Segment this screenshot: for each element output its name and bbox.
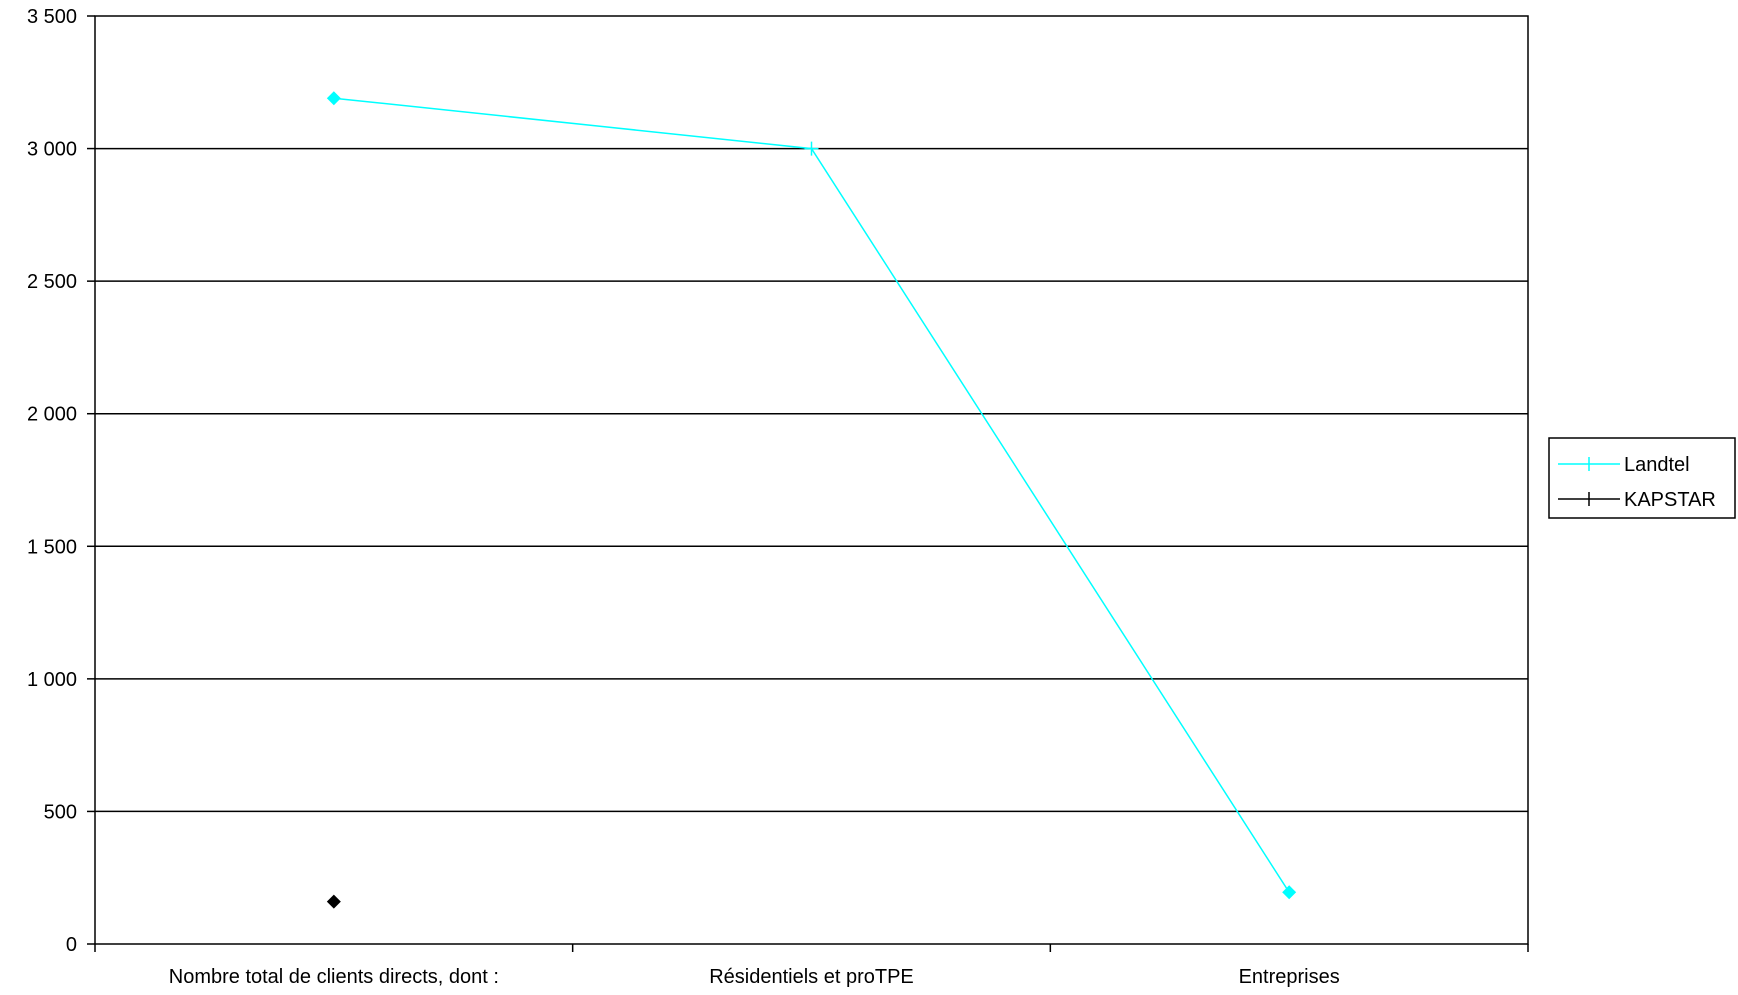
y-tick-label: 1 000 [27,669,77,691]
series-kapstar [326,894,341,909]
data-point [1282,885,1297,900]
y-axis: 0 500 1 000 1 500 2 000 2 500 3 000 3 500 [27,6,95,956]
legend-box [1548,437,1736,519]
series-group [326,91,1297,909]
x-tick-label: Nombre total de clients directs, dont : [169,966,499,988]
legend-item-kapstar: KAPSTAR [1558,489,1716,511]
x-tick-label: Résidentiels et proTPE [709,966,914,988]
plot-area [94,15,1529,945]
gridlines [95,147,1528,813]
y-tick-label: 500 [44,801,77,823]
x-axis: Nombre total de clients directs, dont : R… [94,944,1529,988]
y-tick-label: 2 500 [27,271,77,293]
data-point [326,894,341,909]
legend-label: Landtel [1624,454,1690,476]
series-line [333,97,1290,893]
legend-label: KAPSTAR [1624,489,1716,511]
y-tick-label: 3 000 [27,139,77,161]
data-point [804,141,819,156]
legend: Landtel KAPSTAR [1548,437,1736,519]
legend-item-landtel: Landtel [1558,454,1690,476]
data-point [326,91,341,106]
x-tick-label: Entreprises [1239,966,1340,988]
y-tick-label: 0 [66,934,77,956]
y-tick-label: 1 500 [27,536,77,558]
series-landtel [326,91,1297,900]
y-tick-label: 2 000 [27,404,77,426]
y-tick-label: 3 500 [27,6,77,28]
